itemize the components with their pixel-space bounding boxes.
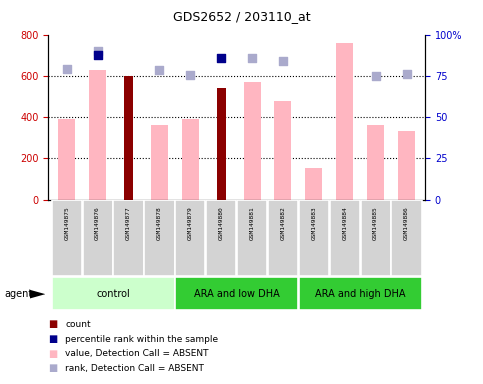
Text: ■: ■: [48, 349, 57, 359]
Text: count: count: [65, 320, 91, 329]
Bar: [299, 200, 329, 276]
Text: GSM149875: GSM149875: [64, 206, 70, 240]
Text: GSM149886: GSM149886: [404, 206, 409, 240]
Bar: [398, 131, 415, 200]
Bar: [360, 200, 391, 276]
Point: [94, 52, 101, 58]
Bar: [305, 168, 322, 200]
Bar: [391, 200, 422, 276]
Text: GSM149882: GSM149882: [281, 206, 285, 240]
Point: [279, 58, 287, 65]
Bar: [299, 277, 422, 310]
Bar: [367, 126, 384, 200]
Bar: [83, 200, 113, 276]
Text: GSM149880: GSM149880: [219, 206, 224, 240]
Bar: [175, 277, 298, 310]
Text: GSM149885: GSM149885: [373, 206, 378, 240]
Bar: [274, 101, 291, 200]
Text: control: control: [96, 289, 130, 299]
Text: GSM149876: GSM149876: [95, 206, 100, 240]
Text: agent: agent: [5, 289, 33, 299]
Text: value, Detection Call = ABSENT: value, Detection Call = ABSENT: [65, 349, 209, 358]
Bar: [268, 200, 298, 276]
Polygon shape: [30, 290, 45, 298]
Text: percentile rank within the sample: percentile rank within the sample: [65, 334, 218, 344]
Point: [248, 55, 256, 61]
Bar: [216, 88, 226, 200]
Bar: [58, 119, 75, 200]
Bar: [151, 126, 168, 200]
Bar: [144, 200, 174, 276]
Bar: [52, 200, 82, 276]
Point: [156, 66, 163, 73]
Text: GSM149884: GSM149884: [342, 206, 347, 240]
Text: ARA and high DHA: ARA and high DHA: [315, 289, 405, 299]
Text: GSM149883: GSM149883: [312, 206, 316, 240]
Point: [186, 72, 194, 78]
Bar: [243, 82, 261, 200]
Text: GSM149879: GSM149879: [188, 206, 193, 240]
Bar: [182, 119, 199, 200]
Bar: [329, 200, 360, 276]
Bar: [237, 200, 267, 276]
Bar: [206, 200, 236, 276]
Bar: [336, 43, 353, 200]
Point: [63, 66, 71, 72]
Text: ■: ■: [48, 319, 57, 329]
Text: rank, Detection Call = ABSENT: rank, Detection Call = ABSENT: [65, 364, 204, 373]
Bar: [175, 200, 205, 276]
Bar: [114, 200, 144, 276]
Bar: [89, 70, 106, 200]
Text: ARA and low DHA: ARA and low DHA: [194, 289, 280, 299]
Point: [372, 73, 380, 79]
Point: [217, 55, 225, 61]
Bar: [52, 277, 174, 310]
Point: [403, 71, 411, 77]
Point: [94, 48, 101, 55]
Text: GSM149878: GSM149878: [157, 206, 162, 240]
Text: GSM149877: GSM149877: [126, 206, 131, 240]
Text: ■: ■: [48, 334, 57, 344]
Text: GSM149881: GSM149881: [250, 206, 255, 240]
Text: ■: ■: [48, 363, 57, 373]
Text: GDS2652 / 203110_at: GDS2652 / 203110_at: [173, 10, 310, 23]
Bar: [124, 76, 133, 200]
